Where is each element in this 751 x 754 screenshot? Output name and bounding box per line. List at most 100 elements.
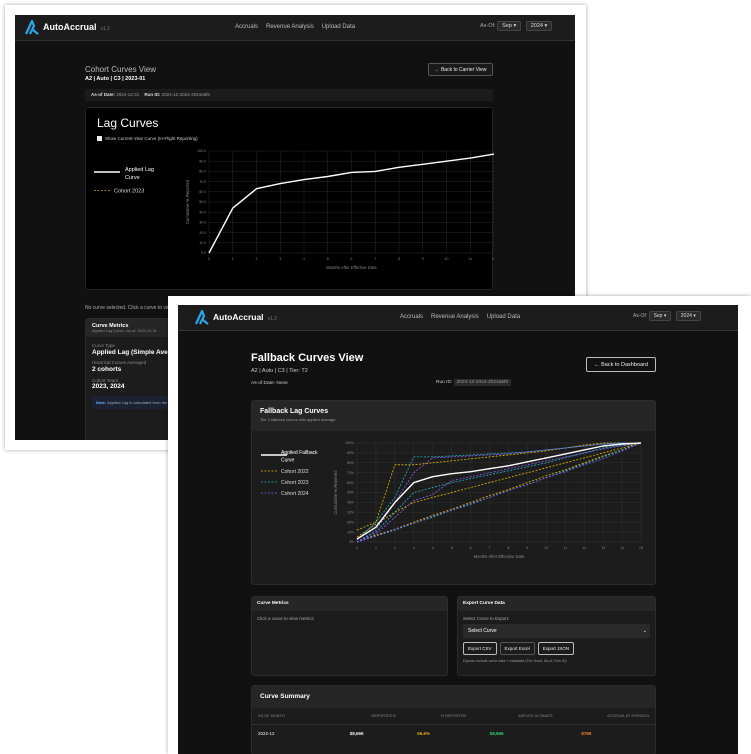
series-line-cohort-2022 <box>356 442 641 531</box>
y-tick-label: 40.0 <box>199 210 206 214</box>
as-of-value: 2024-12-31 <box>116 92 140 97</box>
x-tick-label: 2 <box>394 546 396 550</box>
x-tick-label: 9 <box>422 257 424 261</box>
note-text: Applied Lag is calculated from the under… <box>107 399 209 405</box>
y-tick-label: 90% <box>347 451 354 455</box>
year-value: 2024 <box>680 313 692 319</box>
run-id-label: Run ID: <box>436 380 453 385</box>
nav-accruals[interactable]: Accruals <box>400 314 424 320</box>
year-select[interactable]: 2024 ▾ <box>525 21 553 31</box>
x-tick-label: 12 <box>582 546 586 550</box>
metrics-subtitle: Applied Lag Curve • As-of: 2024-12-31 <box>92 329 157 333</box>
run-id-label: Run ID: <box>144 92 161 97</box>
legend-label: Cohort 2024 <box>281 491 309 497</box>
curve-select[interactable]: Select Curve ⌄ <box>463 624 650 638</box>
export-json-button[interactable]: Export JSON <box>537 642 575 655</box>
x-tick-label: 6 <box>351 257 353 261</box>
run-id-value: 2024-12-2024-2024a5f6 <box>161 92 210 97</box>
x-tick-label: 13 <box>601 546 605 550</box>
x-tick-label: 3 <box>413 546 415 550</box>
table-cell: $760 <box>581 731 592 736</box>
note-bold: Note: <box>96 399 107 405</box>
y-tick-label: 10.0 <box>199 241 206 245</box>
series-line-applied-lag-curve <box>208 153 494 254</box>
table-row[interactable]: 2022-12 $8,666 66.6% $8,666 $760 <box>252 725 655 742</box>
metrics-empty: Click a curve to view metrics <box>257 616 314 621</box>
y-tick-label: 90.0 <box>199 159 206 163</box>
y-tick-label: 100% <box>345 441 354 445</box>
nav-upload-data[interactable]: Upload Data <box>321 24 356 30</box>
x-tick-label: 15 <box>639 546 643 550</box>
series-line-cohort-2024 <box>356 442 641 543</box>
legend-label: Curve <box>281 458 295 464</box>
y-tick-label: 50.0 <box>199 200 206 204</box>
logo-icon <box>25 20 39 35</box>
summary-title: Curve Summary <box>252 686 655 708</box>
year-select[interactable]: 2024 ▾ <box>675 311 701 321</box>
y-tick-label: 30.0 <box>199 221 206 225</box>
summary-header: AS-OF MONTH REPORTED $ % REPORTED IMPLIED U… <box>252 708 655 725</box>
y-tick-label: 50% <box>347 491 354 495</box>
series-line-cohort-2024 <box>356 442 642 543</box>
month-value: Sep <box>502 23 512 29</box>
x-tick-label: 6 <box>470 546 472 550</box>
nav-upload-data[interactable]: Upload Data <box>486 314 521 320</box>
x-tick-label: 4 <box>432 546 434 550</box>
series-line-cohort-2024 <box>356 442 642 543</box>
lag-curves-panel: Lag Curves Show Current-Year Curve (In-F… <box>85 107 494 290</box>
current-year-checkbox[interactable] <box>97 136 102 142</box>
legend-label: Cohort 2023 <box>281 480 309 486</box>
y-tick-label: 70% <box>347 471 354 475</box>
app-name: AutoAccrual <box>213 312 264 322</box>
legend-label: Applied Fallback <box>281 450 318 456</box>
app-version: v1.2 <box>100 26 110 32</box>
month-select[interactable]: Sep ▾ <box>648 311 672 321</box>
x-axis-label: Months After Effective Date <box>326 265 377 270</box>
page-title: Fallback Curves View <box>251 352 364 364</box>
nav-revenue-analysis[interactable]: Revenue Analysis <box>431 314 479 320</box>
hist-value: 2 cohorts <box>92 366 122 374</box>
x-axis-label: Months After Effective Date <box>474 554 525 559</box>
column-header: IMPLIED ULTIMATE <box>518 714 553 718</box>
export-panel: Export Curve Data Select Curve to Export… <box>457 596 656 676</box>
month-select[interactable]: Sep ▾ <box>497 21 522 31</box>
x-tick-label: 14 <box>620 546 624 550</box>
x-tick-label: 8 <box>507 546 509 550</box>
year-value: 2024 <box>530 23 543 29</box>
x-tick-label: 10 <box>544 546 548 550</box>
nav-accruals[interactable]: Accruals <box>235 24 259 30</box>
export-csv-button[interactable]: Export CSV <box>463 642 497 655</box>
x-tick-label: 0 <box>208 257 210 261</box>
x-tick-label: 7 <box>374 257 376 261</box>
back-to-carrier-button[interactable]: ← Back to Carrier View <box>428 63 493 76</box>
app-version: v1.2 <box>267 316 277 322</box>
curve-type-label: Curve Type <box>92 343 115 348</box>
export-excel-button[interactable]: Export Excel <box>499 642 535 655</box>
series-line-cohort-2022 <box>356 442 642 538</box>
chart-title: Lag Curves <box>97 116 159 130</box>
nav-revenue-analysis[interactable]: Revenue Analysis <box>266 24 314 30</box>
y-tick-label: 0% <box>349 540 354 544</box>
series-line-cohort-2023 <box>356 442 641 541</box>
y-tick-label: 60% <box>347 481 354 485</box>
y-tick-label: 20% <box>347 520 354 524</box>
run-id-value: 2024-12-2024-2024a5f6 <box>453 379 512 386</box>
column-header: AS-OF MONTH <box>258 714 285 718</box>
x-tick-label: 11 <box>468 257 472 261</box>
legend-label: Applied Lag <box>125 167 154 173</box>
page-subtitle: A2 | Auto | C3 | 2023-01 <box>85 76 146 82</box>
x-tick-label: 10 <box>445 257 449 261</box>
as-of-label: As-of Date: <box>91 92 116 97</box>
page-title: Cohort Curves View <box>85 65 156 74</box>
y-tick-label: 0.0 <box>201 251 206 255</box>
y-tick-label: 60.0 <box>199 190 206 194</box>
back-to-dashboard-button[interactable]: ← Back to Dashboard <box>586 357 656 372</box>
series-line-applied-fallback-curve <box>356 442 642 540</box>
curve-summary-panel: Curve Summary AS-OF MONTH REPORTED $ % REP… <box>251 685 656 754</box>
table-cell: 66.6% <box>417 731 431 736</box>
as-of-label: As-Of: <box>633 313 648 319</box>
curve-metrics-panel: Curve Metrics Click a curve to view metr… <box>251 596 448 676</box>
x-tick-label: 1 <box>232 257 234 261</box>
series-line-cohort-2023 <box>356 442 642 543</box>
y-tick-label: 40% <box>347 501 354 505</box>
